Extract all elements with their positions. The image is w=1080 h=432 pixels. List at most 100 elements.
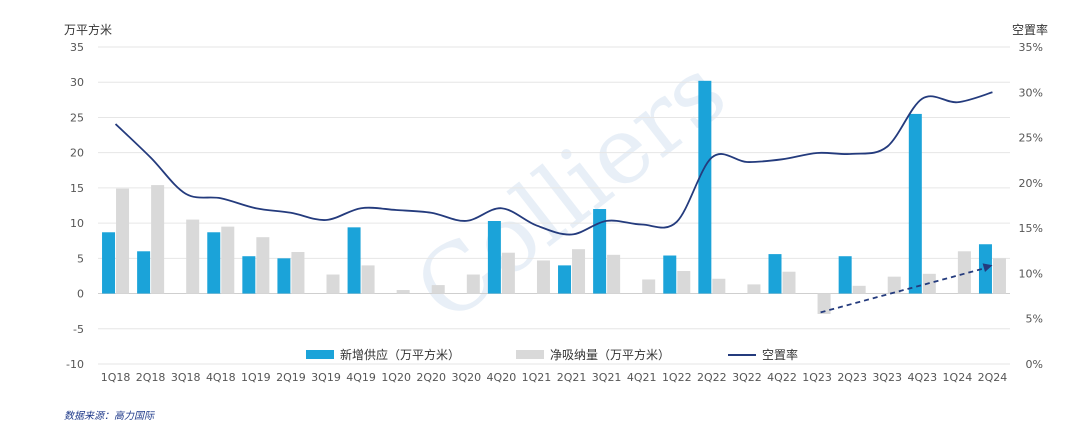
trend-arrow-line (820, 266, 987, 314)
x-tick-label: 1Q20 (381, 371, 411, 384)
legend-item-absorption: 净吸纳量（万平方米） (516, 346, 670, 363)
x-tick-label: 3Q18 (171, 371, 201, 384)
x-tick-label: 3Q22 (732, 371, 762, 384)
x-tick-label: 2Q20 (416, 371, 446, 384)
legend-swatch-supply (306, 350, 334, 359)
x-tick-label: 3Q23 (872, 371, 902, 384)
y-left-tick-label: 10 (70, 217, 84, 230)
bar-absorption (712, 278, 726, 294)
y-axis-left-title: 万平方米 (64, 23, 113, 37)
watermark-logo: Colliers (396, 37, 745, 343)
bar-absorption (607, 254, 621, 294)
y-left-tick-label: -10 (66, 358, 84, 371)
bar-absorption (642, 279, 656, 294)
y-right-tick-label: 25% (1019, 132, 1043, 145)
bar-absorption (887, 276, 901, 294)
x-tick-label: 1Q23 (802, 371, 832, 384)
bar-absorption (677, 271, 691, 294)
x-tick-label: 2Q24 (978, 371, 1008, 384)
y-left-tick-label: 0 (77, 288, 84, 301)
bar-absorption (396, 290, 410, 294)
bar-absorption (221, 226, 235, 294)
bar-absorption (256, 237, 270, 294)
bar-absorption (151, 185, 165, 294)
bar-supply (768, 254, 782, 294)
legend-label-absorption: 净吸纳量（万平方米） (550, 348, 671, 362)
y-left-tick-label: 35 (70, 41, 84, 54)
bar-supply (558, 265, 572, 294)
y-left-tick-label: -5 (73, 323, 84, 336)
y-right-tick-label: 35% (1019, 41, 1043, 54)
bar-absorption (536, 260, 550, 294)
bar-absorption (431, 285, 445, 294)
bar-absorption (572, 249, 586, 294)
bar-supply (487, 220, 501, 294)
bar-supply (242, 256, 256, 294)
x-tick-label: 4Q21 (627, 371, 657, 384)
x-tick-label: 2Q19 (276, 371, 306, 384)
bar-absorption (782, 271, 796, 294)
x-tick-label: 2Q18 (136, 371, 166, 384)
trend-arrow-head (982, 263, 993, 272)
y-left-tick-label: 25 (70, 111, 84, 124)
y-axis-right-title: 空置率 (1012, 23, 1049, 37)
bar-supply (908, 113, 922, 294)
bar-supply (698, 80, 712, 294)
bar-absorption (747, 284, 761, 294)
line-vacancy-rate (114, 91, 993, 236)
y-right-tick-label: 30% (1019, 86, 1043, 99)
bar-supply (207, 232, 221, 294)
x-tick-label: 1Q19 (241, 371, 271, 384)
y-left-tick-label: 15 (70, 182, 84, 195)
x-tick-label: 2Q23 (837, 371, 867, 384)
y-right-tick-label: 20% (1019, 177, 1043, 190)
bar-supply (137, 251, 151, 294)
y-left-tick-label: 30 (70, 76, 84, 89)
bar-absorption (852, 285, 866, 294)
bar-absorption (361, 265, 375, 294)
x-tick-label: 4Q19 (346, 371, 376, 384)
y-right-tick-label: 15% (1019, 222, 1043, 235)
x-tick-label: 4Q22 (767, 371, 797, 384)
bar-absorption (957, 251, 971, 294)
x-tick-label: 3Q19 (311, 371, 341, 384)
x-tick-label: 4Q23 (907, 371, 937, 384)
bar-supply (347, 227, 361, 294)
bar-absorption (992, 258, 1006, 294)
x-tick-label: 2Q22 (697, 371, 727, 384)
bar-absorption (466, 274, 480, 294)
x-tick-label: 3Q20 (451, 371, 481, 384)
bar-absorption (817, 293, 831, 314)
bar-absorption (186, 219, 200, 294)
bar-absorption (291, 251, 305, 294)
bar-supply (277, 258, 291, 294)
legend-swatch-absorption (516, 350, 544, 359)
x-tick-label: 1Q18 (101, 371, 131, 384)
x-tick-label: 4Q20 (487, 371, 517, 384)
x-tick-label: 1Q21 (522, 371, 552, 384)
bar-supply (593, 209, 607, 294)
bar-supply (663, 255, 677, 294)
bar-absorption (326, 274, 340, 294)
x-tick-label: 1Q22 (662, 371, 692, 384)
bar-supply (838, 256, 852, 294)
y-left-tick-label: 20 (70, 147, 84, 160)
x-tick-label: 4Q18 (206, 371, 236, 384)
y-right-tick-label: 0% (1026, 358, 1043, 371)
x-tick-label: 1Q24 (943, 371, 973, 384)
y-left-tick-label: 5 (77, 252, 84, 265)
legend-label-vacancy: 空置率 (762, 348, 799, 362)
source-note: 数据来源：高力国际 (64, 411, 154, 422)
legend-item-vacancy: 空置率 (728, 346, 798, 363)
bar-absorption (116, 188, 130, 294)
y-right-tick-label: 5% (1026, 313, 1043, 326)
x-tick-label: 3Q21 (592, 371, 622, 384)
x-tick-label: 2Q21 (557, 371, 587, 384)
legend-label-supply: 新增供应（万平方米） (340, 348, 461, 362)
legend-swatch-vacancy (728, 353, 756, 356)
legend-item-supply: 新增供应（万平方米） (306, 346, 460, 363)
bar-absorption (501, 252, 515, 294)
y-right-tick-label: 10% (1019, 267, 1043, 280)
bar-supply (102, 232, 116, 294)
